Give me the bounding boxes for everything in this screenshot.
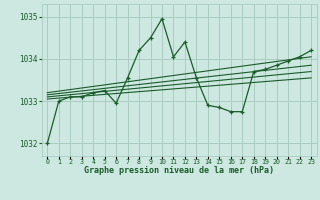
X-axis label: Graphe pression niveau de la mer (hPa): Graphe pression niveau de la mer (hPa) bbox=[84, 166, 274, 175]
